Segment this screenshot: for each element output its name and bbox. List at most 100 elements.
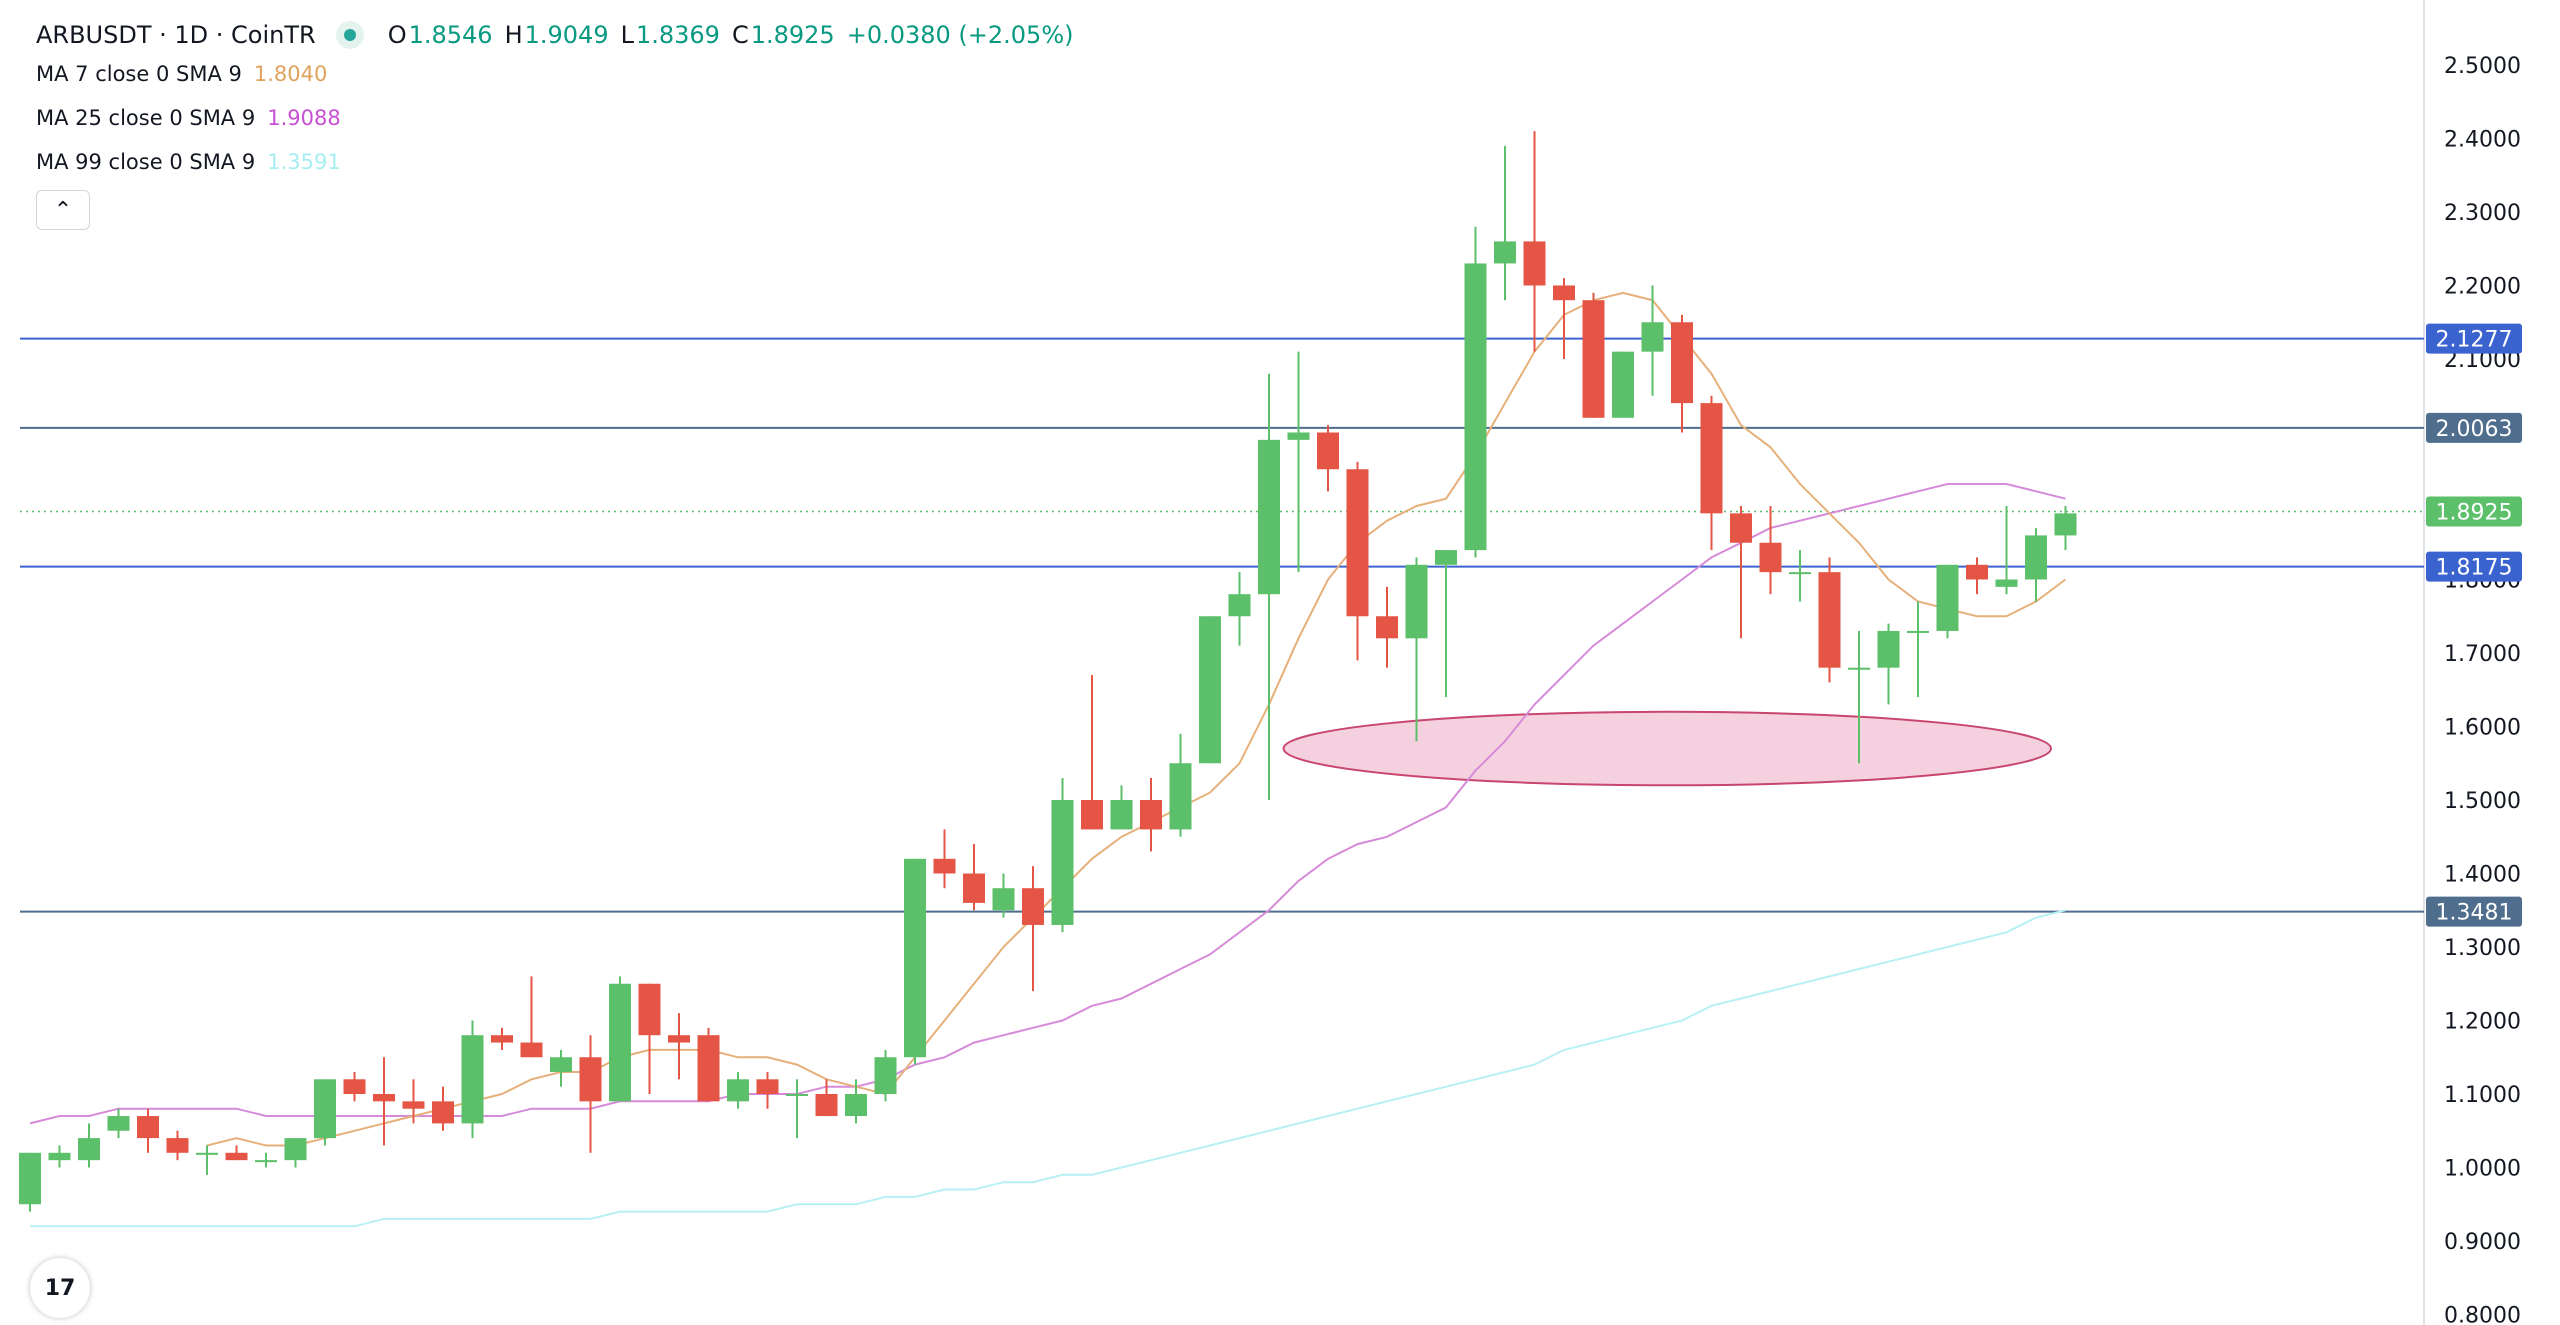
y-tick-label: 0.8000: [2444, 1304, 2521, 1325]
candle: [668, 1013, 690, 1080]
y-tick-label: 0.9000: [2444, 1230, 2521, 1255]
ma25-line: [29, 483, 2066, 1125]
candle: [1287, 351, 1310, 573]
candle: [1789, 550, 1811, 602]
candle-body: [638, 983, 661, 1036]
candle-body: [1464, 263, 1487, 551]
candle: [1317, 425, 1339, 492]
indicator-value: 1.3591: [267, 150, 341, 174]
candle-body: [1523, 241, 1546, 286]
indicator-label: MA 25 close 0 SMA 9: [36, 106, 256, 130]
candle-body: [343, 1079, 366, 1094]
candle-body: [845, 1094, 867, 1117]
candle: [48, 1145, 71, 1168]
candle: [284, 1138, 307, 1168]
candle: [1169, 733, 1192, 837]
y-tick-label: 1.4000: [2444, 863, 2521, 888]
low-value: 1.8369: [635, 21, 720, 49]
candle: [550, 1049, 572, 1087]
candle-body: [314, 1079, 336, 1139]
candle-body: [992, 888, 1015, 911]
candle-body: [48, 1152, 71, 1161]
candle: [1759, 506, 1782, 595]
candle-body: [1228, 594, 1251, 617]
separator-dot: ·: [208, 21, 232, 49]
last-price-label-bg: [2426, 496, 2522, 527]
candle-body: [933, 858, 956, 874]
candle: [815, 1079, 838, 1117]
candle: [1199, 616, 1221, 764]
candle: [1258, 373, 1280, 800]
chevron-up-icon: ⌃: [53, 197, 73, 223]
y-tick-label: 1.3000: [2444, 936, 2521, 961]
interval-label[interactable]: 1D: [174, 21, 209, 49]
candle-body: [550, 1057, 572, 1072]
candle-body: [1730, 513, 1752, 543]
candle: [1140, 777, 1162, 852]
market-status-icon[interactable]: [335, 21, 364, 49]
candle-body: [1022, 888, 1044, 925]
candle-body: [432, 1101, 454, 1124]
hline-price-label: 1.8175: [2436, 556, 2513, 581]
candle-body: [786, 1094, 808, 1096]
candle: [697, 1027, 720, 1102]
candle: [727, 1071, 749, 1109]
indicator-ma99[interactable]: MA 99 close 0 SMA 9 1.3591: [36, 150, 341, 174]
candle: [963, 844, 985, 911]
candle: [19, 1152, 41, 1212]
y-tick-label: 1.0000: [2444, 1157, 2521, 1182]
candle-body: [727, 1079, 749, 1102]
candle: [1700, 395, 1723, 551]
candle-body: [402, 1101, 425, 1109]
candle: [1110, 785, 1133, 830]
candle: [1346, 461, 1369, 661]
symbol-label[interactable]: ARBUSDT: [36, 21, 152, 49]
candle: [1907, 601, 1929, 698]
hline-price-label-bg: [2426, 412, 2522, 443]
indicator-ma25[interactable]: MA 25 close 0 SMA 9 1.9088: [36, 106, 341, 130]
candle-body: [1995, 579, 2018, 587]
candle-body: [107, 1116, 130, 1131]
candle-body: [668, 1035, 690, 1043]
hline-price-label: 2.1277: [2436, 328, 2513, 353]
tradingview-logo[interactable]: 17: [30, 1258, 90, 1318]
candle-body: [1641, 322, 1664, 352]
candle-body: [196, 1152, 218, 1155]
candle: [196, 1145, 218, 1175]
indicator-ma7[interactable]: MA 7 close 0 SMA 9 1.8040: [36, 62, 327, 86]
candle: [2025, 528, 2047, 602]
candle-body: [1966, 564, 1988, 580]
candle: [1671, 314, 1693, 433]
candle-body: [284, 1138, 307, 1161]
candle-body: [1671, 322, 1693, 404]
y-tick-label: 1.6000: [2444, 716, 2521, 741]
candle: [1435, 550, 1457, 698]
candle-body: [78, 1138, 100, 1161]
candle: [1818, 557, 1841, 683]
candle-body: [874, 1057, 897, 1094]
close-label: C: [731, 21, 749, 49]
candle-body: [1848, 667, 1870, 670]
candle-body: [137, 1116, 159, 1139]
candle-body: [609, 983, 631, 1102]
candle: [786, 1079, 808, 1139]
candle: [1523, 131, 1546, 352]
candle-body: [1700, 403, 1723, 514]
candle-body: [963, 873, 985, 903]
candle-body: [1346, 469, 1369, 617]
candle: [225, 1145, 248, 1161]
high-label: H: [504, 21, 523, 49]
candle-body: [815, 1094, 838, 1117]
candle: [1464, 226, 1487, 558]
hline-price-label-bg: [2426, 551, 2522, 582]
candle-body: [1110, 800, 1133, 830]
hline-price-label: 2.0063: [2436, 417, 2513, 442]
collapse-indicators-button[interactable]: ⌃: [36, 190, 90, 230]
change-value: +0.0380 (+2.05%): [846, 21, 1074, 49]
y-tick-label: 2.2000: [2444, 275, 2521, 300]
candle: [373, 1057, 395, 1146]
candle-body: [1612, 351, 1634, 418]
candle: [579, 1035, 602, 1153]
separator-dot: ·: [151, 21, 175, 49]
